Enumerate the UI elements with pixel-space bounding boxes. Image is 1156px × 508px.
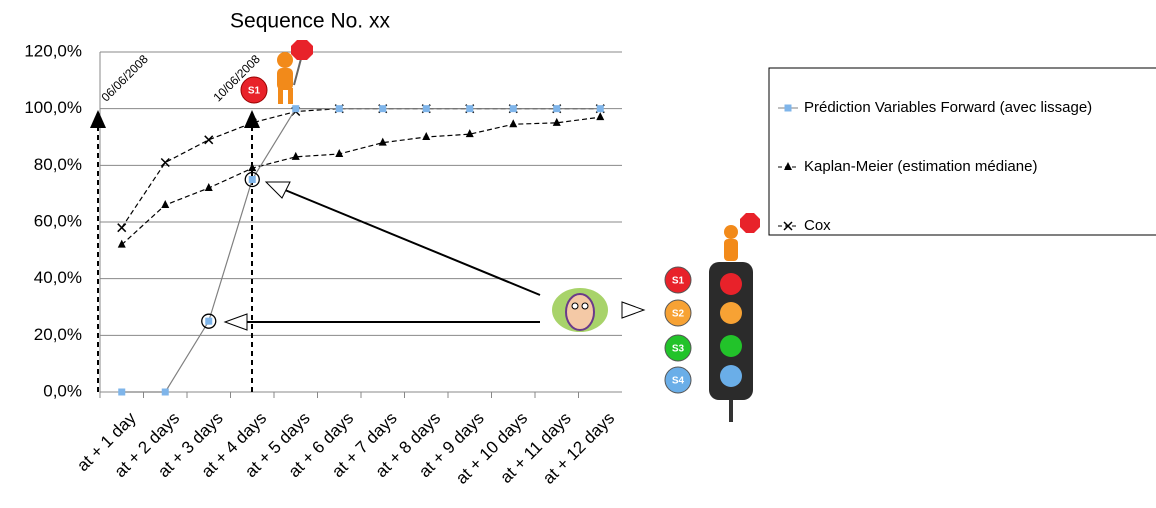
pointer-head [223, 313, 248, 331]
point [204, 135, 214, 145]
point [205, 317, 213, 325]
point [379, 105, 387, 113]
legend-marker [783, 221, 793, 231]
highlight [244, 171, 260, 188]
point [509, 119, 518, 128]
point [117, 223, 127, 233]
point [466, 105, 474, 113]
legend-marker [784, 162, 792, 170]
point [596, 112, 605, 121]
thinking-face [552, 288, 608, 332]
point [553, 105, 561, 113]
signal-badge [664, 266, 692, 294]
point [118, 388, 126, 396]
arrow-head [90, 110, 106, 128]
y-tick-label: 120,0% [24, 41, 82, 60]
point [596, 105, 604, 113]
traffic-light [709, 213, 760, 422]
point [160, 157, 170, 168]
point [248, 176, 256, 183]
pointer [284, 189, 541, 296]
point [422, 105, 430, 113]
chart-title: Sequence No. xx [230, 10, 390, 33]
point [378, 137, 387, 146]
y-tick-label: 60,0% [34, 211, 82, 230]
point [292, 105, 300, 113]
signal-badge [664, 334, 692, 362]
series-line [121, 108, 601, 393]
legend-label: Prédiction Variables Forward (avec lissa… [804, 99, 1092, 116]
legend-label: Cox [804, 217, 831, 234]
y-tick-label: 40,0% [34, 268, 82, 287]
point [509, 105, 517, 113]
point [422, 132, 431, 140]
point [335, 105, 343, 113]
y-tick-label: 0,0% [43, 381, 82, 400]
legend-label: Kaplan-Meier (estimation médiane) [804, 158, 1037, 175]
legend-marker [784, 104, 792, 112]
arrow-head [244, 110, 260, 128]
legend-box [768, 67, 1156, 236]
y-tick-label: 20,0% [34, 325, 82, 344]
signal-label: S1 [672, 276, 685, 287]
point [204, 183, 213, 191]
signal-label: S3 [672, 344, 685, 355]
point [117, 239, 126, 248]
signal-badge [664, 366, 692, 394]
signal-label: S4 [672, 376, 685, 387]
stop-figure [277, 40, 313, 104]
point [335, 149, 344, 157]
pointer-head [621, 301, 646, 319]
point [161, 388, 169, 396]
series-line [121, 108, 601, 229]
point [552, 117, 561, 126]
signal-badge [664, 299, 692, 327]
signal-label: S2 [672, 309, 685, 320]
point [161, 200, 170, 208]
point [465, 129, 474, 138]
signal-badge [240, 76, 268, 104]
legend [768, 67, 1156, 236]
pointer-head [264, 181, 291, 199]
series-line [121, 116, 601, 246]
y-tick-label: 100,0% [24, 98, 82, 117]
signal-label: S1 [248, 86, 261, 97]
highlight [201, 313, 217, 329]
point [291, 151, 300, 160]
y-tick-label: 80,0% [34, 155, 82, 174]
point [247, 118, 257, 128]
date-label: 06/06/2008 [98, 52, 151, 105]
point [248, 163, 257, 172]
